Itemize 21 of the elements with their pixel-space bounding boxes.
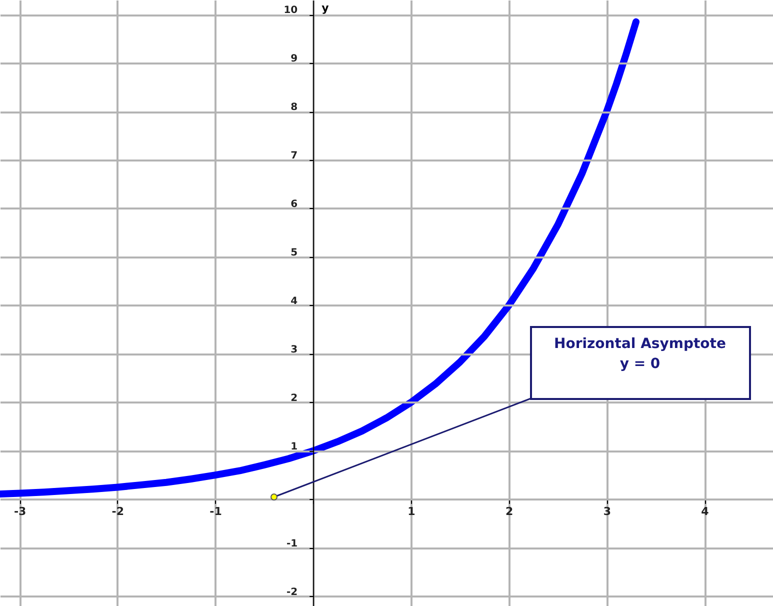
- y-tick-label: 6: [290, 198, 298, 210]
- x-tick-label: -1: [210, 504, 222, 518]
- x-tick-label: 1: [408, 504, 416, 518]
- y-tick-label: 2: [290, 392, 298, 404]
- x-tick-label: -2: [112, 504, 124, 518]
- y-tick-label: 7: [290, 150, 298, 162]
- y-tick-label: 3: [290, 344, 298, 356]
- y-tick-label: -1: [286, 538, 298, 550]
- y-axis-title: y: [322, 2, 329, 14]
- y-tick-label: 9: [290, 54, 298, 65]
- y-tick-label: 4: [290, 296, 298, 307]
- x-tick-label: 2: [505, 504, 514, 518]
- x-tick-label: 4: [701, 504, 710, 518]
- y-tick-label: 8: [290, 102, 298, 114]
- y-tick-label: 10: [284, 5, 298, 16]
- y-tick-label: 1: [290, 441, 298, 452]
- y-tick-label: 5: [290, 247, 298, 258]
- annotation: Horizontal Asymptote y = 0: [554, 336, 726, 372]
- x-tick-label: -3: [14, 504, 26, 518]
- x-tick-label: 3: [603, 504, 611, 518]
- y-tick-label: -2: [286, 586, 298, 598]
